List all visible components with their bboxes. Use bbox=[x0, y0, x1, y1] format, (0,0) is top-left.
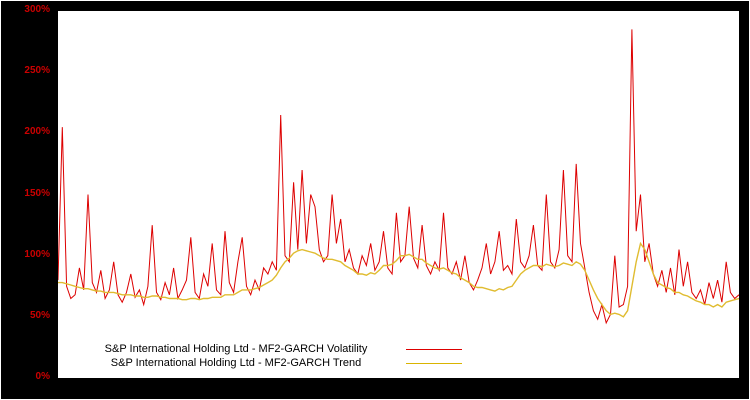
y-tick-label: 100% bbox=[24, 248, 50, 260]
legend: S&P International Holding Ltd - MF2-GARC… bbox=[66, 340, 466, 372]
y-tick-label: 150% bbox=[24, 187, 50, 199]
volatility-line bbox=[58, 29, 739, 325]
trend-line bbox=[58, 241, 739, 318]
y-tick-label: 50% bbox=[29, 309, 50, 321]
y-tick-label: 0% bbox=[35, 371, 50, 382]
legend-item-volatility: S&P International Holding Ltd - MF2-GARC… bbox=[70, 342, 462, 356]
y-tick-label: 200% bbox=[24, 126, 50, 138]
y-axis: 300% 250% 200% 150% 100% 50% 0% bbox=[0, 0, 52, 400]
legend-label-trend: S&P International Holding Ltd - MF2-GARC… bbox=[110, 357, 362, 369]
legend-label-volatility: S&P International Holding Ltd - MF2-GARC… bbox=[104, 343, 368, 355]
y-tick-label: 250% bbox=[24, 65, 50, 77]
legend-item-trend: S&P International Holding Ltd - MF2-GARC… bbox=[70, 356, 462, 370]
legend-line-sample-trend bbox=[406, 362, 462, 364]
volatility-chart bbox=[58, 29, 739, 325]
legend-line-sample-volatility bbox=[406, 348, 462, 350]
plot-area: S&P International Holding Ltd - MF2-GARC… bbox=[57, 10, 740, 379]
y-tick-label: 300% bbox=[24, 4, 50, 15]
